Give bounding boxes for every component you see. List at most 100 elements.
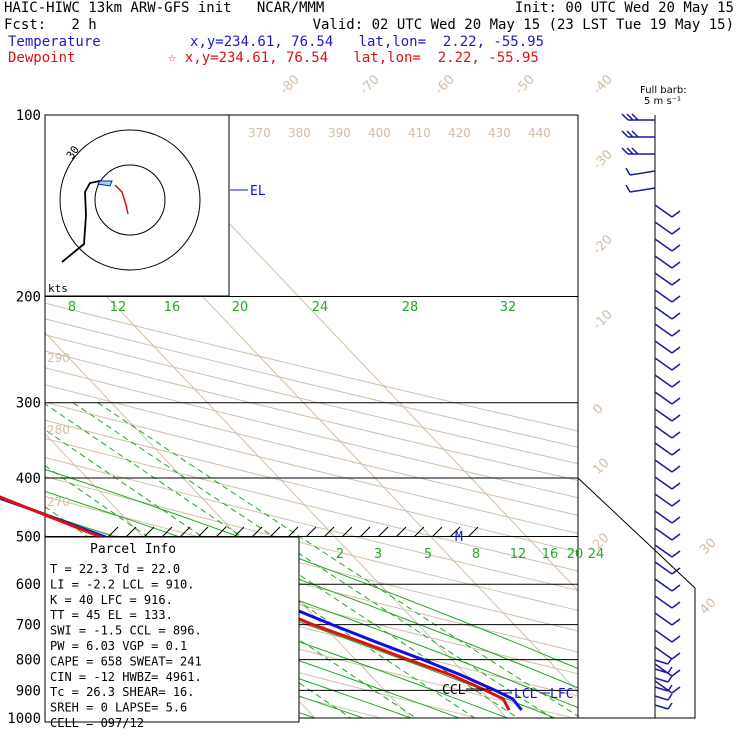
plot-frame (44, 114, 579, 719)
wind-barb (654, 306, 681, 320)
pressure-label: 1000 (7, 711, 41, 727)
wind-barb (654, 612, 681, 626)
mixing-ratio-line (45, 429, 476, 718)
isotherm-label: -30 (590, 147, 616, 173)
parcel-info-row: K = 40 LFC = 916. (50, 593, 173, 607)
isotherm-label: 40 (697, 596, 719, 618)
isotherm-label: 30 (697, 536, 719, 558)
ccl-label: CCL (442, 683, 466, 698)
wind-barb (654, 666, 673, 674)
pressure-label: 300 (16, 396, 41, 412)
theta-lower-label: 270 (47, 495, 70, 509)
star-icon: ☆ (168, 50, 185, 66)
parcel-info-row: SWI = -1.5 CCL = 896. (50, 624, 202, 638)
moist-adiabat (45, 594, 412, 718)
parcel-info-row: SREH = 0 LAPSE= 5.6 (50, 701, 187, 715)
pressure-label: 900 (16, 683, 41, 699)
wind-barb (625, 184, 656, 193)
dry-adiabat (45, 581, 573, 718)
wind-barb (654, 578, 681, 592)
mixing-ratio-label: 8 (68, 300, 76, 315)
mixing-ratio-label: 32 (500, 300, 517, 315)
wind-barb (654, 289, 681, 303)
wind-barb (654, 680, 681, 694)
isotherm-label: -60 (432, 72, 458, 98)
dewpoint-line (0, 495, 511, 711)
temperature-legend: Temperature (8, 34, 101, 50)
parcel-info-row: TT = 45 EL = 133. (50, 608, 173, 622)
wind-barb (654, 374, 681, 388)
mixing-ratio-line (45, 403, 519, 718)
wind-barb (654, 272, 681, 286)
dry-adiabat (45, 350, 578, 481)
wind-barb (654, 657, 673, 665)
el-label: EL (250, 184, 266, 199)
dry-adiabat (45, 476, 578, 611)
mixing-ratio-label: 3 (374, 547, 382, 562)
dry-adiabat (45, 456, 578, 591)
wind-barb (621, 130, 655, 138)
wind-region-outline (577, 477, 696, 719)
theta-label: 390 (328, 126, 351, 140)
lcl-label: LCL (514, 687, 538, 702)
wind-barb (654, 204, 681, 218)
mixing-ratio-line (72, 402, 553, 718)
isotherm-label: -10 (590, 307, 616, 333)
mixing-ratio-label: 16 (164, 300, 181, 315)
wind-barbs (621, 113, 681, 710)
wind-barb (654, 459, 681, 473)
wind-barb (654, 595, 681, 609)
hodograph-storm-marker (97, 180, 113, 187)
valid-time: Valid: 02 UTC Wed 20 May 15 (23 LST Tue … (312, 17, 734, 33)
wind-barb (654, 340, 681, 354)
theta-label: 380 (288, 126, 311, 140)
mixing-ratio-label: 28 (402, 300, 419, 315)
isotherm-line (45, 230, 508, 718)
isotherm-label: -80 (277, 72, 303, 98)
theta-label: 400 (368, 126, 391, 140)
mixing-ratio-label: 16 (542, 547, 559, 562)
theta-label: 430 (488, 126, 511, 140)
wind-barb (654, 221, 681, 235)
wind-panel-subtitle: 5 m s⁻¹ (644, 96, 681, 107)
model-title: HAIC-HIWC 13km ARW-GFS init NCAR/MMM (4, 0, 325, 16)
pressure-label: 200 (16, 290, 41, 306)
pressure-label: 800 (16, 653, 41, 669)
isotherm-label: 10 (590, 456, 612, 478)
wind-barb (654, 693, 673, 701)
theta-lower-label: 290 (47, 351, 70, 365)
pressure-label: 400 (16, 471, 41, 487)
dry-adiabat (45, 438, 578, 572)
wind-barb (654, 442, 681, 456)
isotherm-label: -40 (590, 72, 616, 98)
parcel-info-row: T = 22.3 Td = 22.0 (50, 562, 180, 576)
hatch-marks (107, 526, 479, 538)
wind-barb (621, 113, 655, 121)
hodograph-ring (94, 164, 166, 236)
wind-barb (654, 544, 681, 558)
hodograph-red-trace (114, 184, 129, 215)
theta-lower-label: 280 (47, 423, 70, 437)
parcel-info-row: CELL = 097/12 (50, 716, 144, 730)
mixing-ratio-label: 24 (588, 547, 605, 562)
mixing-ratio-line (45, 465, 417, 718)
wind-barb (654, 238, 681, 252)
wind-barb (654, 357, 681, 371)
hodograph-units: kts (48, 282, 68, 295)
wind-barb (654, 408, 681, 422)
parcel-info-row: PW = 6.03 VGP = 0.1 (50, 639, 187, 653)
hodograph: 30 kts (48, 129, 201, 295)
parcel-info-row: CIN = -12 HWBZ= 4961. (50, 670, 202, 684)
mixing-ratio-label: 5 (424, 547, 432, 562)
wind-barb (654, 675, 673, 683)
dry-adiabat (45, 604, 477, 718)
wind-barb (654, 425, 681, 439)
dewpoint-coords-text: x,y=234.61, 76.54 lat,lon= 2.22, -55.95 (184, 50, 539, 66)
m-label: M (455, 530, 463, 545)
pressure-label: 500 (16, 529, 41, 545)
theta-label: 410 (408, 126, 431, 140)
isotherm-label: -50 (512, 72, 538, 98)
parcel-info-row: LI = -2.2 LCL = 910. (50, 577, 195, 591)
parcel-info-title: Parcel Info (90, 542, 176, 557)
wind-barb (654, 493, 681, 507)
